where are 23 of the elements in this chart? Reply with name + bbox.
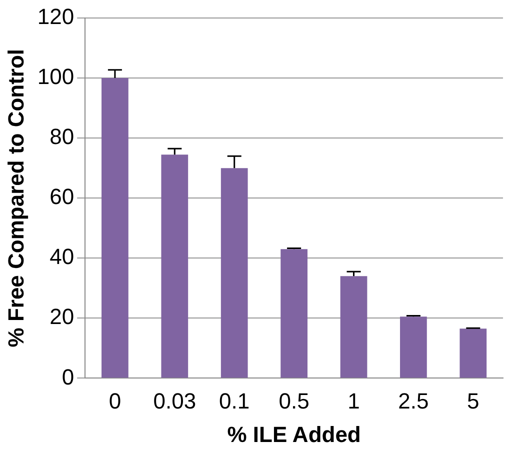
x-tick-label: 1 [348, 388, 360, 414]
y-tick-label: 40 [50, 244, 74, 270]
bar [340, 276, 368, 378]
bar [280, 249, 308, 378]
bar [161, 154, 188, 378]
x-axis-title: % ILE Added [227, 422, 361, 447]
x-tick-label: 0.03 [153, 388, 196, 414]
x-tick-label: 5 [467, 388, 480, 414]
bar [460, 328, 487, 378]
bar [400, 316, 427, 378]
y-tick-label: 120 [37, 4, 74, 30]
y-tick-label: 80 [50, 124, 74, 150]
y-tick-label: 60 [50, 184, 74, 210]
y-tick-label: 0 [62, 364, 74, 390]
y-axis-title: % Free Compared to Control [3, 48, 28, 348]
x-tick-label: 0.5 [278, 388, 310, 414]
x-tick-label: 0 [108, 388, 122, 414]
y-tick-label: 20 [50, 304, 74, 330]
bar [220, 168, 248, 378]
x-tick-label: 0.1 [219, 388, 250, 414]
bar [102, 78, 128, 378]
x-tick-label: 2.5 [398, 388, 429, 414]
y-tick-label: 100 [37, 64, 74, 90]
